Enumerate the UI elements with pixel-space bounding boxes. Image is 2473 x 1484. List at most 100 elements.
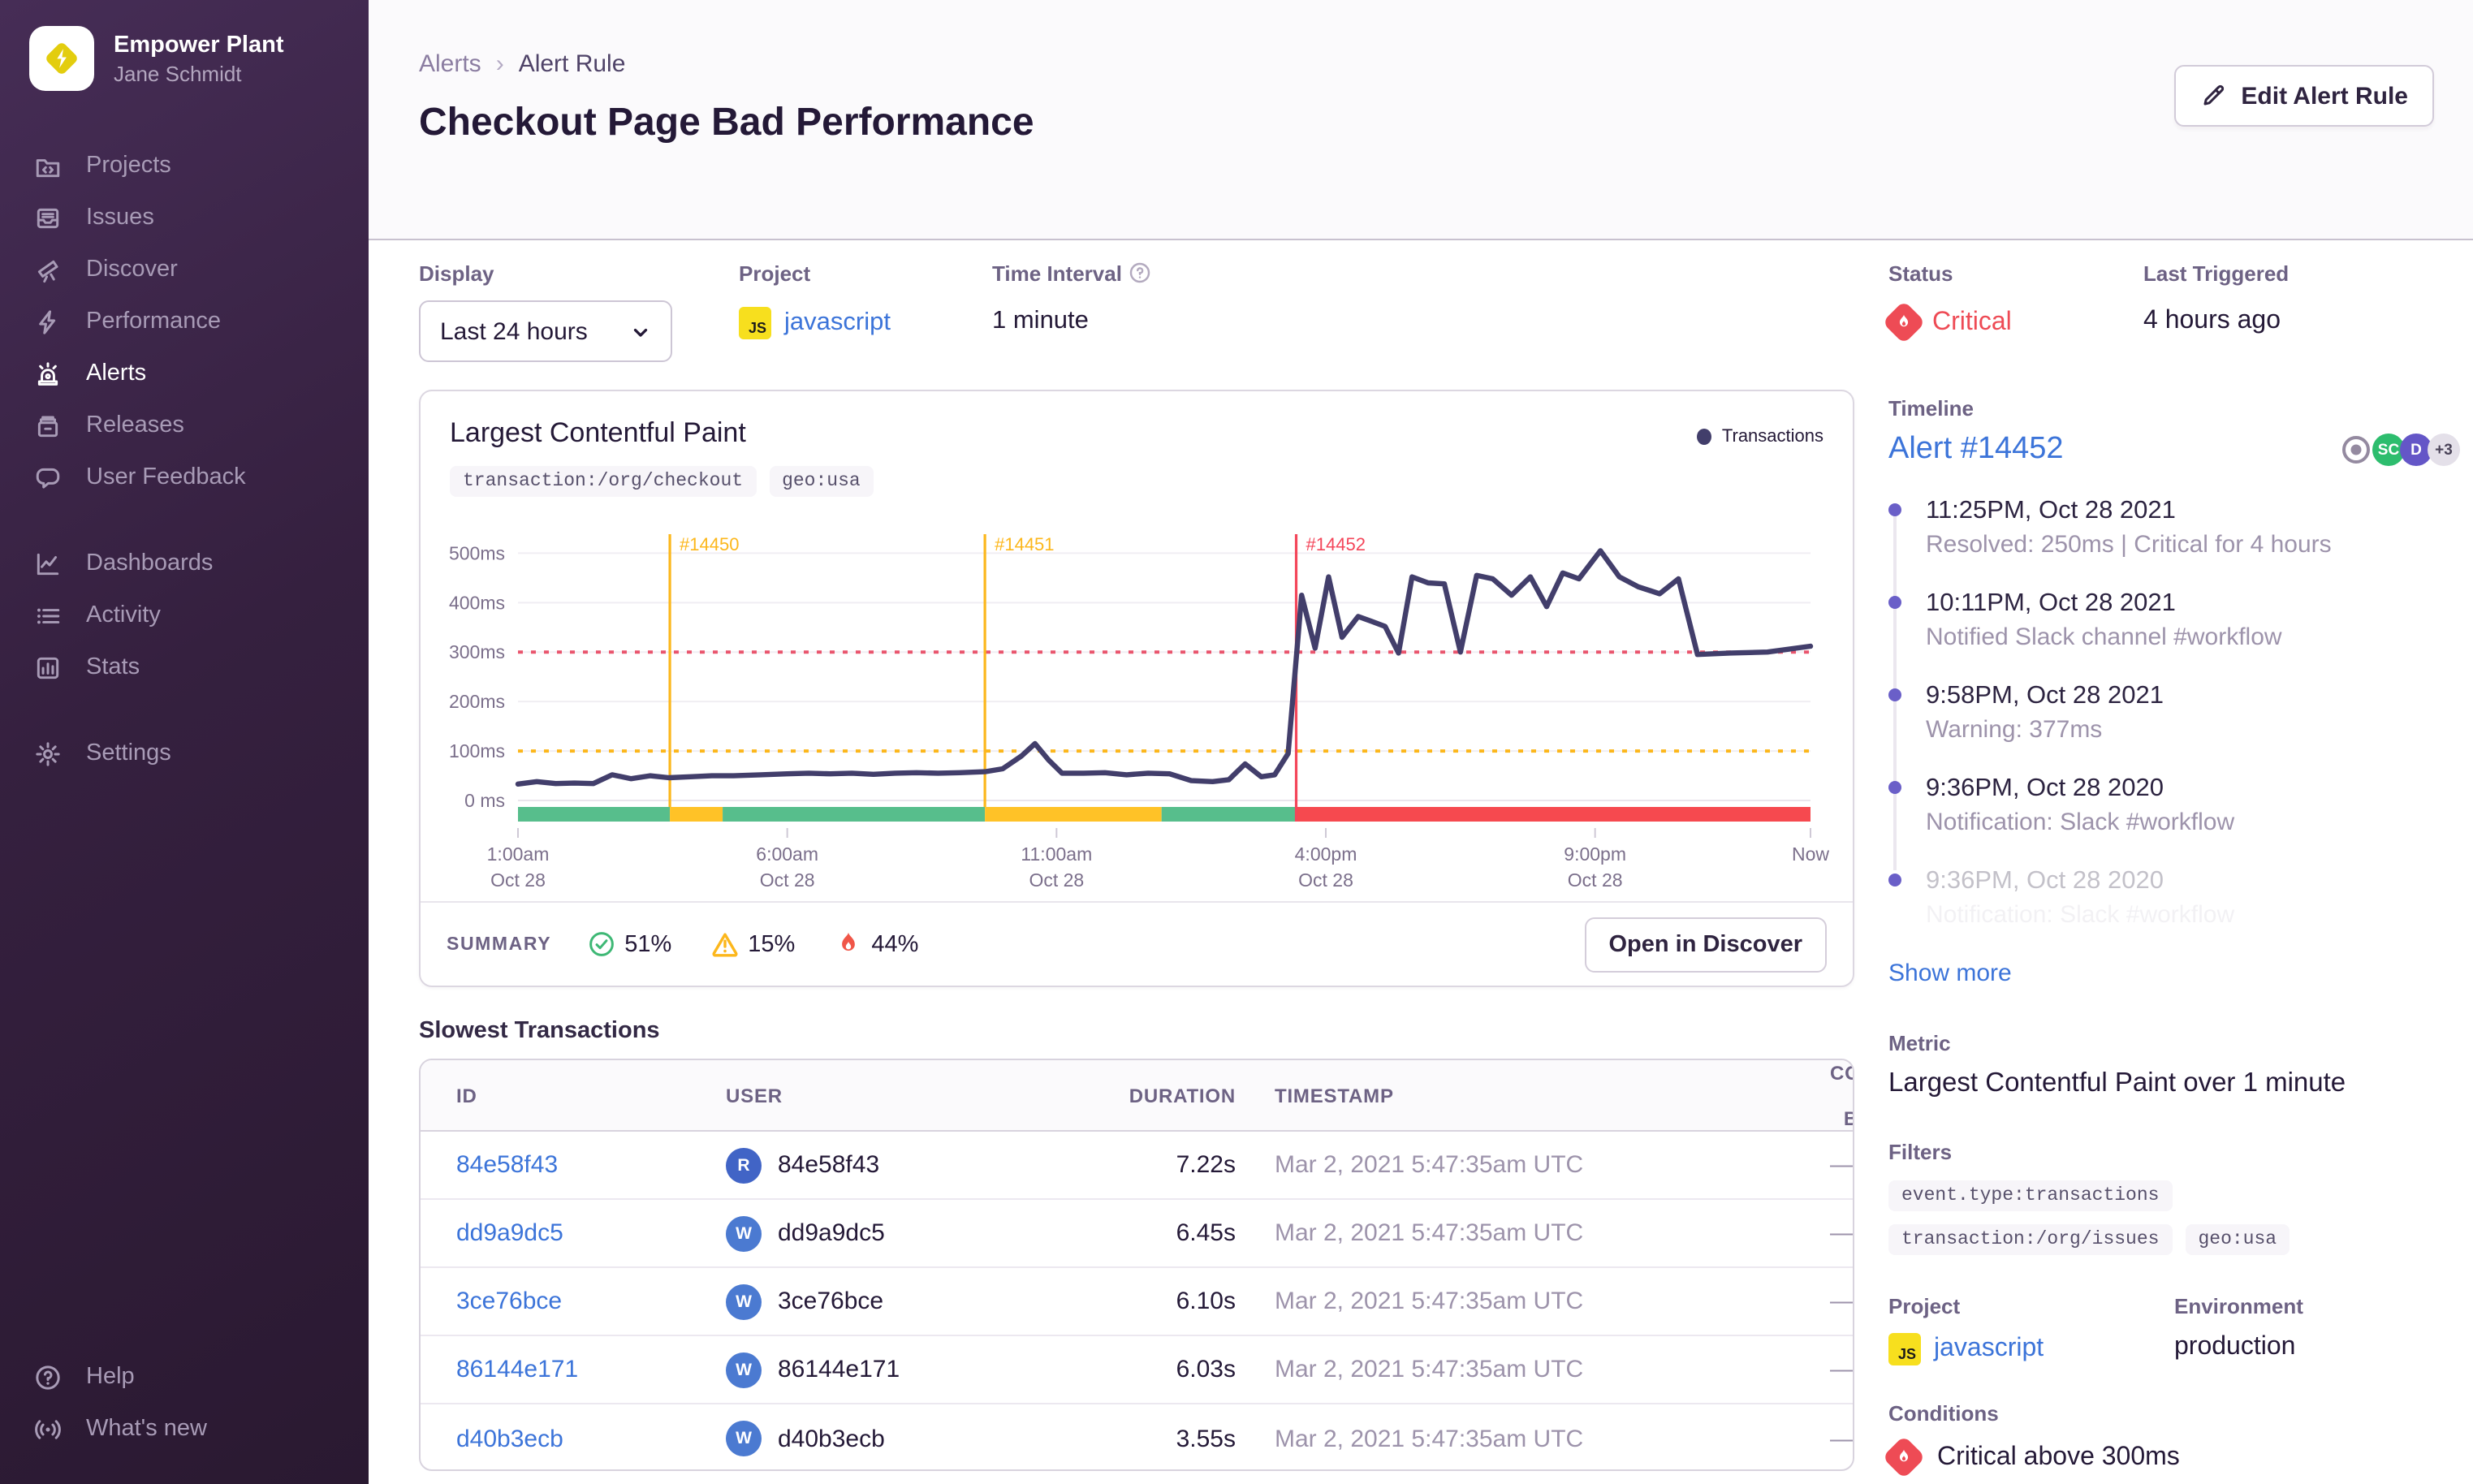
duration-cell: 3.55s bbox=[1176, 1425, 1236, 1452]
sidebar-item-label: Projects bbox=[86, 153, 171, 179]
transaction-id-link[interactable]: 3ce76bce bbox=[456, 1288, 563, 1315]
user-avatar: R bbox=[726, 1147, 762, 1183]
org-switcher[interactable]: Empower Plant Jane Schmidt bbox=[0, 0, 369, 91]
chart-filter-tags: transaction:/org/checkout geo:usa bbox=[450, 466, 874, 497]
svg-text:11:00am: 11:00am bbox=[1021, 843, 1092, 865]
timeline-dot-icon bbox=[1888, 596, 1901, 609]
sidebar-item-performance[interactable]: Performance bbox=[0, 296, 369, 347]
conditions-label: Conditions bbox=[1888, 1401, 1999, 1426]
timeline-description: Notified Slack channel #workflow bbox=[1926, 623, 2282, 651]
duration-cell: 6.45s bbox=[1176, 1219, 1236, 1247]
table-row: 86144e171 W 86144e171 6.03s Mar 2, 2021 5:47… bbox=[421, 1336, 1853, 1404]
sidebar-item-activity[interactable]: Activity bbox=[0, 589, 369, 641]
metric-label: Metric bbox=[1888, 1031, 1951, 1055]
sidebar-item-stats[interactable]: Stats bbox=[0, 641, 369, 693]
summary-stat-critical: 44% bbox=[834, 930, 918, 958]
svg-text:Oct 28: Oct 28 bbox=[760, 869, 815, 891]
project-detail-link[interactable]: javascript bbox=[1934, 1335, 2044, 1362]
user-avatar: W bbox=[726, 1421, 762, 1456]
sidebar: Empower Plant Jane Schmidt Projects Issue… bbox=[0, 0, 369, 1484]
sidebar-item-help[interactable]: Help bbox=[0, 1351, 369, 1403]
svg-text:Now: Now bbox=[1792, 843, 1829, 865]
condition-actions: Slack #workflow-alerts and Email team #s… bbox=[1888, 1481, 2460, 1484]
sidebar-item-discover[interactable]: Discover bbox=[0, 244, 369, 296]
timeline-description: Warning: 377ms bbox=[1926, 716, 2103, 744]
duration-cell: 7.22s bbox=[1176, 1151, 1236, 1179]
svg-text:4:00pm: 4:00pm bbox=[1295, 843, 1357, 865]
help-icon bbox=[32, 1362, 62, 1391]
details-panel: Timeline Alert #14452 SC D +3 11:25PM, Oct… bbox=[1882, 396, 2460, 1484]
viewer-avatar: D bbox=[2400, 434, 2432, 466]
filter-chip: geo:usa bbox=[2185, 1224, 2290, 1255]
question-icon bbox=[1129, 261, 1151, 284]
alert-id-link[interactable]: Alert #14452 bbox=[1888, 432, 2064, 466]
transaction-id-link[interactable]: dd9a9dc5 bbox=[456, 1219, 563, 1247]
sidebar-item-label: Issues bbox=[86, 205, 154, 231]
sidebar-item-what-s-new[interactable]: What's new bbox=[0, 1403, 369, 1455]
status-block: Status Critical bbox=[1882, 261, 2012, 344]
chart-summary-footer: SUMMARY 51% 15% 44% Open in Discover bbox=[421, 901, 1853, 986]
transaction-id-link[interactable]: 86144e171 bbox=[456, 1356, 579, 1383]
svg-text:Oct 28: Oct 28 bbox=[1568, 869, 1623, 891]
user-avatar: W bbox=[726, 1283, 762, 1319]
user-cell: W 86144e171 bbox=[726, 1352, 1067, 1387]
open-in-discover-button[interactable]: Open in Discover bbox=[1584, 917, 1827, 972]
breadcrumb-current: Alert Rule bbox=[518, 50, 626, 78]
breadcrumb-alerts-link[interactable]: Alerts bbox=[419, 50, 481, 78]
last-triggered-value: 4 hours ago bbox=[2143, 307, 2281, 334]
edit-alert-rule-button[interactable]: Edit Alert Rule bbox=[2174, 65, 2434, 127]
condition-title: Critical above 300ms bbox=[1937, 1443, 2180, 1470]
show-more-link[interactable]: Show more bbox=[1888, 960, 2012, 987]
sidebar-footer: Help What's new bbox=[0, 1351, 369, 1455]
timeline-description: Resolved: 250ms | Critical for 4 hours bbox=[1926, 531, 2332, 559]
lcp-chart[interactable]: 0 ms 100ms 200ms 300ms 400ms 500ms #14450 #1445… bbox=[434, 511, 1833, 895]
metric-value: Largest Contentful Paint over 1 minute bbox=[1888, 1068, 2346, 1098]
baseline-cell: — bbox=[1830, 1356, 1854, 1383]
project-control: Project JS javascript bbox=[739, 261, 891, 339]
sidebar-item-issues[interactable]: Issues bbox=[0, 192, 369, 244]
discover-icon bbox=[32, 255, 62, 284]
timeline-label: Timeline bbox=[1888, 396, 1975, 421]
display-select[interactable]: Last 24 hours bbox=[419, 300, 672, 362]
sidebar-item-releases[interactable]: Releases bbox=[0, 399, 369, 451]
user-feedback-icon bbox=[32, 463, 62, 492]
timeline-entry: 10:11PM, Oct 28 2021 Notified Slack chann… bbox=[1888, 589, 2460, 651]
timestamp-cell: Mar 2, 2021 5:47:35am UTC bbox=[1275, 1356, 1584, 1383]
page-header: Alerts › Alert Rule Checkout Page Bad Pe… bbox=[369, 0, 2473, 240]
svg-text:Oct 28: Oct 28 bbox=[1029, 869, 1084, 891]
svg-text:#14452: #14452 bbox=[1306, 534, 1366, 554]
conditions-block: Conditions Critical above 300ms Slack #w… bbox=[1882, 1401, 2460, 1484]
project-link[interactable]: javascript bbox=[784, 308, 891, 336]
transaction-id-link[interactable]: d40b3ecb bbox=[456, 1425, 563, 1452]
viewer-avatar: +3 bbox=[2428, 434, 2460, 466]
page-title: Checkout Page Bad Performance bbox=[419, 101, 1034, 145]
table-row: 3ce76bce W 3ce76bce 6.10s Mar 2, 2021 5:47:3… bbox=[421, 1268, 1853, 1336]
timestamp-cell: Mar 2, 2021 5:47:35am UTC bbox=[1275, 1288, 1584, 1315]
sidebar-item-settings[interactable]: Settings bbox=[0, 727, 369, 779]
sidebar-item-label: Activity bbox=[86, 602, 161, 628]
sidebar-item-alerts[interactable]: Alerts bbox=[0, 347, 369, 399]
chevron-down-icon bbox=[630, 321, 651, 342]
baseline-cell: — bbox=[1830, 1151, 1854, 1179]
sidebar-item-projects[interactable]: Projects bbox=[0, 140, 369, 192]
svg-text:200ms: 200ms bbox=[449, 691, 505, 712]
sidebar-item-dashboards[interactable]: Dashboards bbox=[0, 537, 369, 589]
critical-fire-icon bbox=[1882, 1435, 1926, 1479]
display-control: Display Last 24 hours bbox=[419, 261, 672, 362]
issues-icon bbox=[32, 203, 62, 232]
transaction-id-link[interactable]: 84e58f43 bbox=[456, 1151, 559, 1179]
timeline-time: 9:58PM, Oct 28 2021 bbox=[1926, 682, 2164, 710]
projects-icon bbox=[32, 151, 62, 180]
sidebar-item-label: Releases bbox=[86, 412, 184, 438]
environment-value: production bbox=[2174, 1333, 2296, 1361]
filter-chip: event.type:transactions bbox=[1888, 1180, 2173, 1211]
check-circle-icon bbox=[587, 930, 615, 958]
sidebar-item-label: Settings bbox=[86, 740, 171, 766]
duration-cell: 6.03s bbox=[1176, 1356, 1236, 1383]
sidebar-item-user-feedback[interactable]: User Feedback bbox=[0, 451, 369, 503]
whats-new-icon bbox=[32, 1414, 62, 1443]
